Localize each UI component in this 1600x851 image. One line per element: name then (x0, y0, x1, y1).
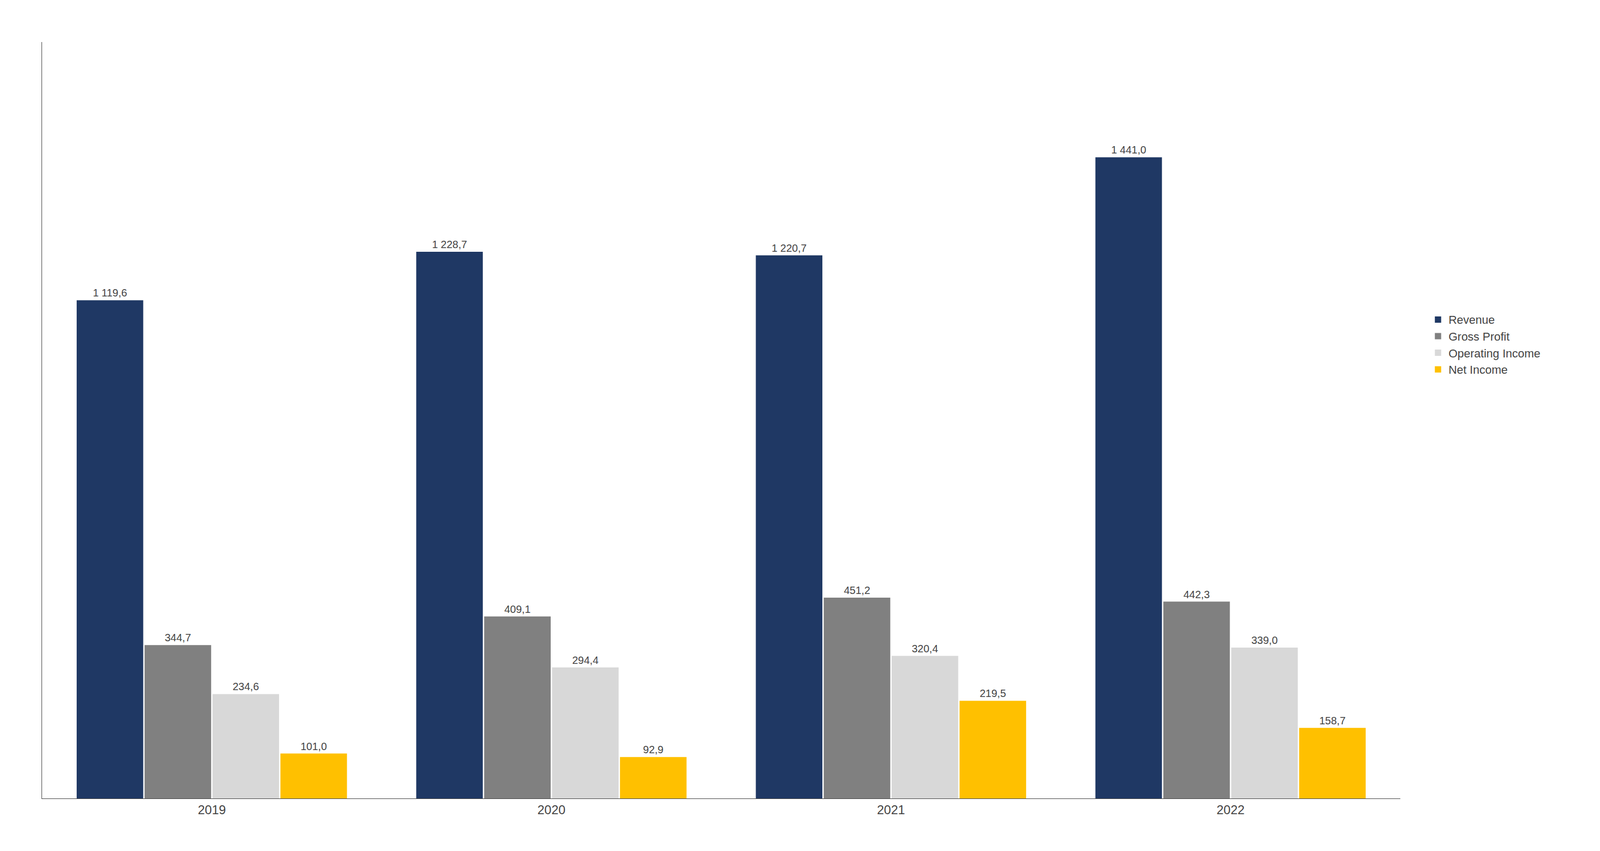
svg-text:2022: 2022 (1216, 802, 1245, 817)
svg-text:234,6: 234,6 (232, 680, 260, 693)
svg-text:101,0: 101,0 (300, 740, 327, 752)
svg-text:2019: 2019 (197, 802, 226, 817)
svg-text:2021: 2021 (876, 802, 905, 817)
svg-text:Gross Profit: Gross Profit (1448, 329, 1510, 344)
svg-text:Net Income: Net Income (1448, 363, 1509, 377)
svg-text:1 220,7: 1 220,7 (771, 242, 807, 254)
svg-text:409,1: 409,1 (504, 603, 531, 615)
svg-text:339,0: 339,0 (1251, 634, 1278, 646)
svg-text:92,9: 92,9 (643, 743, 664, 756)
svg-text:1 119,6: 1 119,6 (93, 286, 128, 299)
svg-text:Revenue: Revenue (1448, 313, 1495, 327)
svg-text:344,7: 344,7 (164, 631, 191, 644)
svg-text:294,4: 294,4 (572, 654, 599, 666)
svg-text:Operating Income: Operating Income (1448, 346, 1541, 360)
svg-text:442,3: 442,3 (1183, 588, 1210, 601)
svg-text:320,4: 320,4 (911, 642, 938, 655)
svg-text:1 228,7: 1 228,7 (431, 238, 468, 251)
svg-text:158,7: 158,7 (1319, 714, 1346, 727)
svg-text:1 441,0: 1 441,0 (1111, 143, 1147, 156)
svg-text:219,5: 219,5 (979, 687, 1006, 699)
svg-text:451,2: 451,2 (843, 584, 871, 596)
svg-text:2020: 2020 (537, 802, 566, 817)
